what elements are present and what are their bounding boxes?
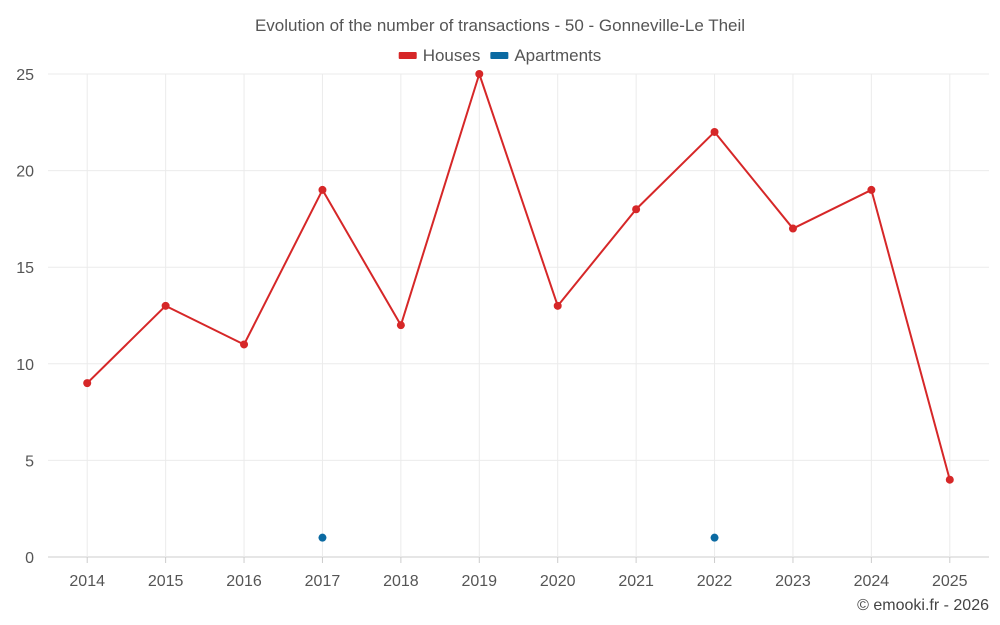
legend-label-apartments: Apartments [514,46,601,65]
data-point-houses[interactable] [710,127,719,136]
series-houses [83,70,954,484]
legend-label-houses: Houses [423,46,481,65]
legend-item-houses[interactable]: Houses [398,46,481,65]
data-point-houses[interactable] [83,379,92,388]
x-tick-label: 2023 [775,573,811,590]
data-point-apartments[interactable] [318,533,327,542]
y-tick-label: 20 [16,164,34,181]
chart-title: Evolution of the number of transactions … [255,16,745,35]
legend-item-apartments[interactable]: Apartments [490,46,601,65]
data-point-houses[interactable] [475,70,484,78]
data-point-houses[interactable] [867,185,876,194]
data-point-houses[interactable] [318,185,327,194]
y-tick-label: 5 [25,453,34,470]
x-tick-label: 2014 [69,573,105,590]
x-tick-label: 2025 [932,573,968,590]
x-tick-label: 2016 [226,573,262,590]
x-tick-label: 2018 [383,573,419,590]
y-tick-label: 25 [16,67,34,84]
series-layer [83,70,954,542]
x-tick-label: 2015 [148,573,184,590]
x-tick-label: 2020 [540,573,576,590]
data-point-houses[interactable] [945,475,954,484]
x-axis: 2014 2015 2016 2017 2018 2019 2020 2021 2022 2023… [69,573,967,590]
y-tick-label: 15 [16,260,34,277]
x-tick-label: 2019 [461,573,497,590]
series-line-houses [86,73,951,480]
data-point-houses[interactable] [161,301,170,310]
data-point-houses[interactable] [553,301,562,310]
data-point-houses[interactable] [788,224,797,233]
data-point-houses[interactable] [396,321,405,330]
y-tick-label: 0 [25,550,34,567]
data-point-apartments[interactable] [710,533,719,542]
x-tick-label: 2017 [305,573,341,590]
y-axis: 0 5 10 15 20 25 [16,67,34,567]
y-tick-label: 10 [16,357,34,374]
legend-swatch-apartments [490,52,509,59]
x-tick-label: 2024 [854,573,890,590]
credit-label: © emooki.fr - 2026 [857,597,989,614]
x-tick-label: 2021 [618,573,654,590]
x-tick-label: 2022 [697,573,733,590]
legend: Houses Apartments [398,46,601,65]
data-point-houses[interactable] [632,205,641,214]
series-apartments [318,533,719,542]
data-point-houses[interactable] [240,340,249,349]
legend-swatch-houses [398,52,417,59]
